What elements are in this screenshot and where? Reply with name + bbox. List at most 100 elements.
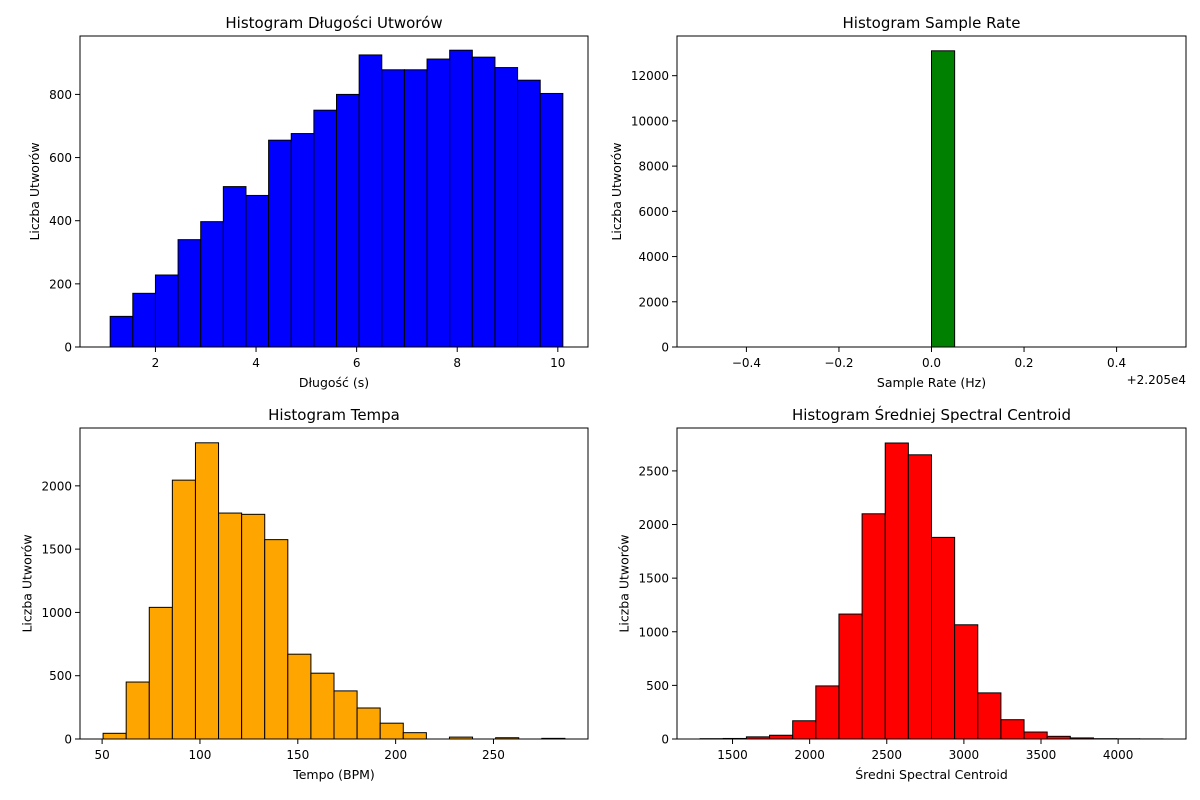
histogram-bar [792, 720, 817, 740]
y-tick-label: 1500 [41, 543, 72, 557]
histogram-bar [222, 186, 247, 348]
histogram-bar [449, 49, 473, 348]
x-tick-label: 0.4 [1107, 356, 1126, 370]
y-tick-label: 12000 [631, 69, 669, 83]
axes-frame [79, 35, 589, 348]
y-tick-label: 0 [64, 733, 72, 747]
histogram-bar [539, 92, 564, 348]
histogram-bar [194, 442, 220, 740]
y-tick-label: 1000 [41, 606, 72, 620]
histogram-bar [402, 732, 427, 740]
axes-frame [79, 427, 589, 740]
subplot-4: 1500 2000 2500 3000 3500 4000 0 500 1000 1500 2000… [617, 405, 1187, 782]
histogram-bars [102, 442, 566, 740]
y-tick-label: 0 [661, 733, 669, 747]
histogram-bar [356, 707, 381, 740]
y-tick-label: 500 [646, 679, 669, 693]
histogram-bar [102, 732, 127, 740]
x-tick-label: 50 [94, 748, 109, 762]
histogram-bar [931, 50, 956, 348]
chart-title: Histogram Sample Rate [843, 14, 1021, 32]
histogram-bar [109, 315, 134, 348]
y-tick-label: 8000 [638, 160, 669, 174]
histogram-bar [241, 513, 266, 740]
subplot-1: 2 4 6 8 10 0 200 400 600 800 Histogram Długości Ut… [27, 14, 589, 390]
histogram-bar [838, 613, 863, 740]
y-tick-label: 2000 [638, 518, 669, 532]
y-tick-label: 0 [64, 341, 72, 355]
x-tick-label: 10 [550, 356, 565, 370]
x-axis-label: Tempo (BPM) [292, 767, 375, 782]
histogram-bar [154, 274, 179, 348]
y-tick-label: 2000 [638, 295, 669, 309]
x-tick-label: 8 [453, 356, 461, 370]
x-axis-label: Średni Spectral Centroid [855, 767, 1008, 782]
x-tick-label: 3000 [949, 748, 980, 762]
histogram-bar [426, 58, 451, 348]
axes-frame [676, 427, 1187, 740]
y-axis-label: Liczba Utworów [20, 534, 35, 632]
histogram-bar [861, 513, 886, 740]
x-tick-label: 4000 [1103, 748, 1134, 762]
histogram-bar [200, 221, 224, 348]
y-tick-label: 1000 [638, 625, 669, 639]
y-tick-label: 200 [49, 277, 72, 291]
y-tick-label: 10000 [631, 114, 669, 128]
histogram-bar [381, 69, 405, 348]
y-axis-label: Liczba Utworów [617, 534, 632, 632]
x-tick-label: 2000 [794, 748, 825, 762]
histogram-bar [907, 454, 933, 740]
y-tick-label: 2000 [41, 479, 72, 493]
y-tick-label: 1500 [638, 572, 669, 586]
y-tick-label: 800 [49, 88, 72, 102]
subplot-2: −0.4 −0.2 0.0 0.2 0.4 0 2000 4000 6000 8000 10000 1… [609, 14, 1187, 390]
x-tick-label: 2500 [871, 748, 902, 762]
histogram-bar [132, 292, 156, 348]
x-tick-label: 0.2 [1014, 356, 1033, 370]
histogram-bar [177, 239, 202, 348]
histogram-bar [148, 606, 173, 740]
histogram-bar [471, 56, 496, 348]
x-tick-label: 2 [152, 356, 160, 370]
subplot-3: 50 100 150 200 250 0 500 1000 1500 2000 Histogram … [20, 406, 589, 782]
x-offset-label: +2.205e4 [1127, 373, 1186, 387]
y-tick-label: 600 [49, 151, 72, 165]
chart-title: Histogram Tempa [268, 406, 400, 424]
histogram-bar [1000, 719, 1025, 740]
histogram-bar [379, 722, 404, 740]
y-axis-label: Liczba Utworów [27, 142, 42, 240]
histogram-bar [264, 539, 289, 740]
histogram-bar [125, 681, 150, 740]
histogram-bar [336, 93, 360, 348]
histogram-bar [268, 139, 292, 348]
chart-title: Histogram Średniej Spectral Centroid [792, 405, 1071, 424]
y-tick-label: 400 [49, 214, 72, 228]
histogram-bar [815, 685, 840, 740]
histogram-bar [358, 54, 383, 348]
x-tick-label: 150 [286, 748, 309, 762]
x-tick-label: 1500 [717, 748, 748, 762]
histogram-bar [403, 69, 428, 348]
x-tick-label: −0.2 [824, 356, 853, 370]
y-axis-label: Liczba Utworów [609, 142, 624, 240]
histogram-bar [977, 692, 1002, 740]
histogram-bar [494, 67, 519, 348]
histogram-bar [1023, 731, 1048, 740]
histogram-bars [109, 49, 564, 348]
x-tick-label: −0.4 [732, 356, 761, 370]
x-tick-label: 100 [189, 748, 212, 762]
histogram-bar [310, 672, 335, 740]
histogram-bar [769, 734, 794, 740]
x-tick-label: 250 [482, 748, 505, 762]
x-tick-label: 3500 [1026, 748, 1057, 762]
histogram-bar [931, 536, 956, 740]
histogram-bar [333, 690, 358, 740]
x-axis-label: Sample Rate (Hz) [877, 375, 986, 390]
y-tick-label: 6000 [638, 205, 669, 219]
histogram-bar [313, 109, 338, 348]
x-tick-label: 200 [384, 748, 407, 762]
y-tick-label: 4000 [638, 250, 669, 264]
y-tick-label: 0 [661, 341, 669, 355]
histogram-bar [218, 512, 243, 740]
